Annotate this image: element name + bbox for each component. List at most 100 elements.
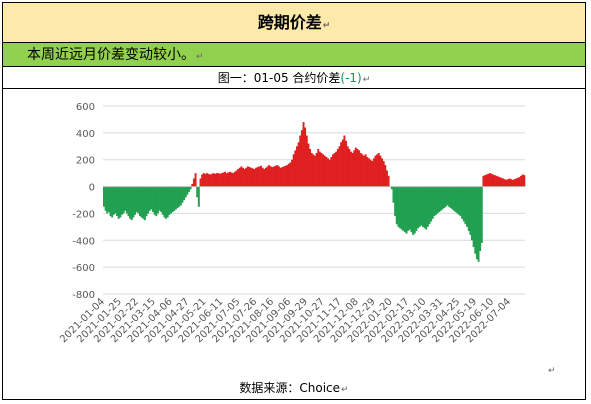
bar xyxy=(359,153,362,187)
bar xyxy=(361,154,364,187)
bar xyxy=(394,186,397,217)
bar xyxy=(196,186,199,198)
bar xyxy=(338,146,341,187)
bar xyxy=(106,186,109,214)
bar xyxy=(363,155,366,187)
bar xyxy=(225,173,228,187)
bar xyxy=(387,175,390,187)
bar xyxy=(474,186,477,254)
bar xyxy=(420,186,423,226)
bar xyxy=(436,186,439,214)
bar xyxy=(507,179,509,187)
bar xyxy=(402,186,405,231)
bar xyxy=(487,173,490,187)
bar xyxy=(482,175,485,187)
bar xyxy=(158,186,161,211)
bar xyxy=(228,171,231,187)
bar xyxy=(119,186,122,218)
bar xyxy=(214,173,217,187)
bar xyxy=(435,186,437,215)
bar xyxy=(284,165,287,187)
bar xyxy=(148,186,151,211)
bar xyxy=(358,150,361,187)
figure-caption-prefix: 图一：01-05 合约价差 xyxy=(217,71,341,85)
bar xyxy=(197,186,200,207)
bar xyxy=(469,186,472,235)
bar xyxy=(253,169,256,187)
bar xyxy=(323,155,326,187)
bar xyxy=(425,186,428,230)
bar xyxy=(153,186,156,215)
bar xyxy=(495,175,498,187)
bar xyxy=(256,167,259,187)
bar xyxy=(135,186,138,213)
bar xyxy=(304,127,307,187)
bar xyxy=(510,179,513,187)
bar xyxy=(219,173,222,187)
bar xyxy=(310,153,313,187)
bar xyxy=(412,186,415,235)
bar xyxy=(299,135,302,187)
bar xyxy=(356,148,359,187)
y-tick-label: -400 xyxy=(72,236,95,247)
bar xyxy=(292,154,295,187)
bar xyxy=(145,186,148,217)
bar xyxy=(315,153,318,187)
bar xyxy=(184,186,187,198)
bar xyxy=(127,186,130,217)
y-tick-label: 200 xyxy=(76,156,95,167)
bar xyxy=(300,130,303,187)
bar xyxy=(348,148,351,187)
bar xyxy=(246,166,249,187)
bar xyxy=(255,167,258,187)
bar xyxy=(204,173,207,187)
bar xyxy=(480,186,483,243)
bar xyxy=(194,173,197,187)
bar xyxy=(302,122,305,187)
bar xyxy=(518,177,521,187)
bar xyxy=(320,153,323,187)
bar xyxy=(178,186,181,207)
bar xyxy=(400,186,403,230)
bar xyxy=(502,178,505,187)
bar xyxy=(240,166,243,187)
bar xyxy=(484,175,487,187)
bar xyxy=(431,186,434,219)
bar xyxy=(492,174,495,187)
bar xyxy=(410,186,413,233)
bar xyxy=(345,140,348,187)
bar xyxy=(464,186,467,225)
bar xyxy=(112,186,115,215)
bar xyxy=(210,173,213,187)
bar xyxy=(353,150,356,187)
bar xyxy=(238,167,241,187)
bar xyxy=(222,172,225,187)
bar xyxy=(443,186,446,209)
bar xyxy=(426,186,429,227)
bar xyxy=(309,148,312,187)
bar xyxy=(258,166,261,187)
bar xyxy=(220,173,223,187)
bar xyxy=(202,173,205,187)
y-tick-label: -600 xyxy=(72,263,95,274)
bar xyxy=(269,166,272,187)
bar xyxy=(201,174,204,187)
bar xyxy=(260,165,262,187)
bar xyxy=(371,161,374,187)
bar xyxy=(471,186,473,241)
bar xyxy=(448,186,451,207)
bar xyxy=(207,173,210,187)
bar xyxy=(516,177,519,187)
bar xyxy=(122,186,125,214)
bar xyxy=(165,186,168,219)
bar xyxy=(174,186,177,210)
figure-caption-suffix: (-1) xyxy=(340,71,362,85)
bar xyxy=(390,186,393,190)
bar xyxy=(287,163,290,187)
bar xyxy=(124,186,127,211)
bar xyxy=(454,186,457,213)
bar xyxy=(161,186,164,215)
bar xyxy=(251,168,254,187)
bar xyxy=(381,158,383,187)
data-source: 数据来源：Choice↵ xyxy=(3,377,585,399)
